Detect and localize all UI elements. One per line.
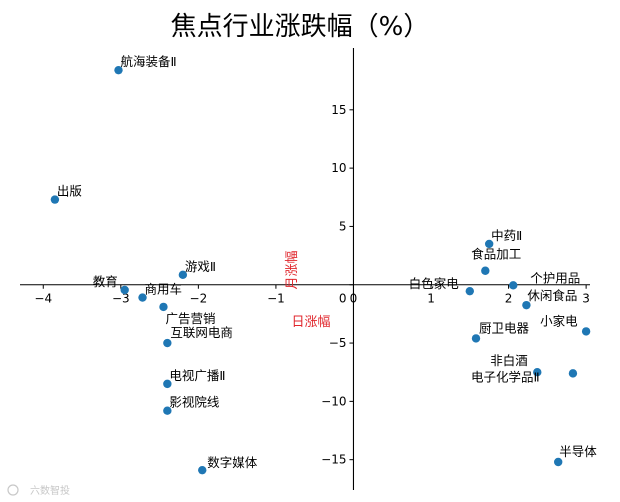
y-tick-label: 10 — [331, 161, 346, 175]
point-label: 个护用品 — [530, 270, 580, 285]
point-label: 休闲食品 — [527, 288, 577, 303]
y-axis-label: 月涨幅 — [285, 250, 300, 289]
point-label: 互联网电商 — [170, 325, 233, 340]
data-point — [138, 293, 147, 302]
y-tick-label: −5 — [329, 336, 347, 350]
data-point — [471, 334, 481, 343]
point-label: 厨卫电器 — [479, 320, 530, 335]
data-point — [484, 239, 494, 249]
point-label: 出版 — [57, 184, 83, 199]
watermark-text: 六数智投 — [30, 484, 70, 497]
point-label: 小家电 — [540, 313, 578, 328]
point-label: 商用车 — [145, 282, 183, 297]
y-tick-label: 15 — [331, 103, 346, 117]
x-tick-label: −4 — [34, 292, 52, 306]
point-label: 电视广播Ⅱ — [169, 368, 225, 383]
data-point — [120, 285, 129, 295]
data-point — [481, 266, 490, 275]
data-point — [522, 300, 531, 310]
x-tick-label: −3 — [112, 292, 130, 306]
data-point — [581, 327, 591, 336]
point-label: 中药Ⅱ — [491, 228, 522, 243]
y-tick-label: 0 — [339, 292, 347, 306]
data-point — [465, 286, 474, 296]
y-tick-label: 5 — [339, 219, 347, 233]
y-tick-label: −15 — [321, 453, 346, 467]
chart-title: 焦点行业涨跌幅（%） — [171, 12, 430, 42]
data-point — [198, 465, 207, 475]
point-label: 非白酒 — [490, 353, 528, 368]
data-points — [50, 65, 591, 475]
point-label: 游戏Ⅱ — [185, 259, 216, 274]
data-point — [568, 369, 578, 378]
x-axis-label: 日涨幅 — [291, 315, 330, 330]
point-label: 食品加工 — [471, 247, 521, 262]
data-point — [509, 281, 518, 290]
point-label: 广告营销 — [165, 311, 215, 326]
data-point — [163, 379, 172, 389]
data-point — [533, 368, 542, 377]
data-point — [159, 302, 168, 312]
data-point — [50, 195, 60, 204]
point-label: 数字媒体 — [207, 455, 258, 470]
x-tick-label: −2 — [190, 292, 208, 306]
data-point — [114, 65, 123, 75]
point-label: 电子化学品Ⅱ — [471, 369, 540, 384]
data-point — [554, 457, 563, 467]
watermark-logo-icon — [7, 484, 19, 496]
data-point — [163, 406, 172, 415]
point-label: 航海装备Ⅱ — [120, 54, 176, 69]
data-point — [163, 338, 172, 348]
data-point — [178, 270, 188, 280]
watermark: 六数智投 — [7, 484, 70, 497]
x-tick-label: 3 — [582, 292, 590, 306]
point-label: 影视院线 — [169, 395, 220, 410]
point-label: 白色家电 — [409, 276, 460, 291]
x-tick-label: 2 — [505, 292, 513, 306]
x-tick-label: 0 — [350, 292, 358, 306]
y-tick-label: −10 — [321, 394, 346, 408]
x-tick-label: 1 — [427, 292, 435, 306]
point-label: 教育 — [93, 274, 118, 289]
x-tick-label: −1 — [267, 292, 285, 306]
point-label: 半导体 — [559, 444, 597, 459]
